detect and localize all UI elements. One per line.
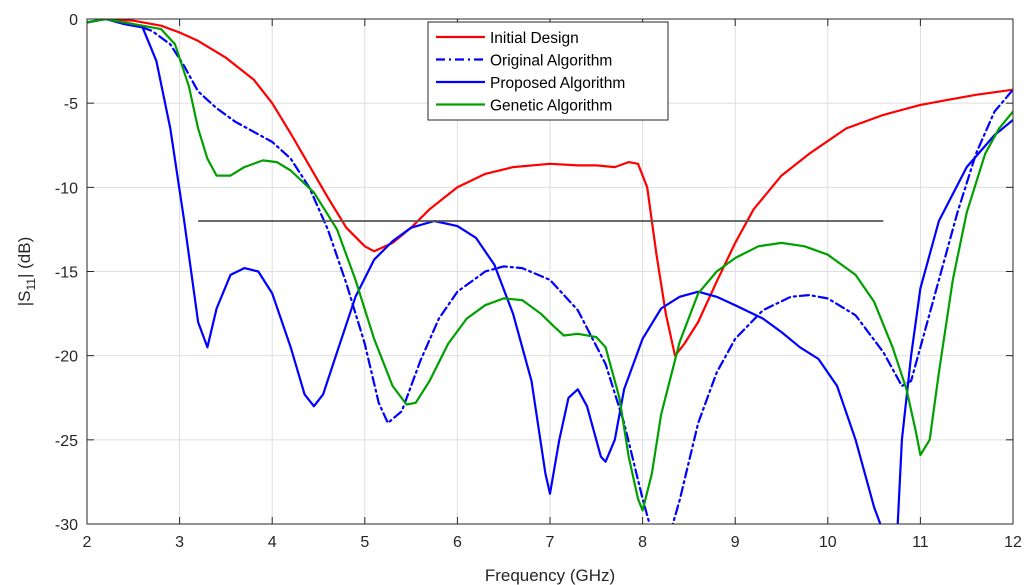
x-tick-label: 9	[731, 534, 740, 551]
y-axis-label-tail: | (dB)	[15, 237, 34, 278]
series-line-proposed-algorithm-cont	[896, 118, 1013, 524]
y-axis-label-subscript: 11	[24, 278, 38, 291]
series-line-original-algorithm	[87, 19, 651, 524]
y-tick-label: -10	[55, 180, 78, 197]
x-tick-label: 6	[453, 534, 462, 551]
legend-label: Initial Design	[490, 30, 579, 47]
axis-ticks: 2 3 4 5 6 7 8 9 10 11 12 0 -5 -10 -15 -20 -25 -30	[55, 12, 1022, 551]
x-tick-label: 11	[912, 534, 929, 551]
series-line-initial-design	[87, 19, 1013, 357]
series-line-genetic-algorithm	[87, 19, 1013, 512]
y-tick-label: -20	[55, 349, 78, 366]
legend: Initial Design Original Algorithm Proposed…	[427, 21, 669, 121]
legend-label: Genetic Algorithm	[490, 98, 612, 115]
y-tick-label: -5	[64, 96, 78, 113]
series-line-proposed-algorithm	[87, 19, 882, 524]
x-axis-label: Frequency (GHz)	[485, 566, 615, 585]
x-tick-label: 8	[638, 534, 647, 551]
series-line-original-algorithm-cont	[671, 88, 1013, 524]
legend-label: Proposed Algorithm	[490, 75, 625, 92]
x-tick-label: 12	[1004, 534, 1022, 551]
y-tick-label: 0	[69, 12, 78, 29]
x-tick-label: 4	[268, 534, 277, 551]
plot-series	[87, 19, 1013, 524]
x-tick-label: 10	[819, 534, 837, 551]
x-tick-label: 2	[83, 534, 92, 551]
x-tick-label: 3	[175, 534, 184, 551]
y-axis-label-base: |S	[15, 290, 34, 306]
x-tick-label: 5	[360, 534, 369, 551]
y-axis-label: |S11| (dB)	[15, 237, 38, 307]
x-tick-label: 7	[546, 534, 555, 551]
y-tick-label: -30	[55, 517, 78, 534]
y-tick-label: -15	[55, 265, 78, 282]
legend-label: Original Algorithm	[490, 53, 612, 70]
y-tick-label: -25	[55, 433, 78, 450]
